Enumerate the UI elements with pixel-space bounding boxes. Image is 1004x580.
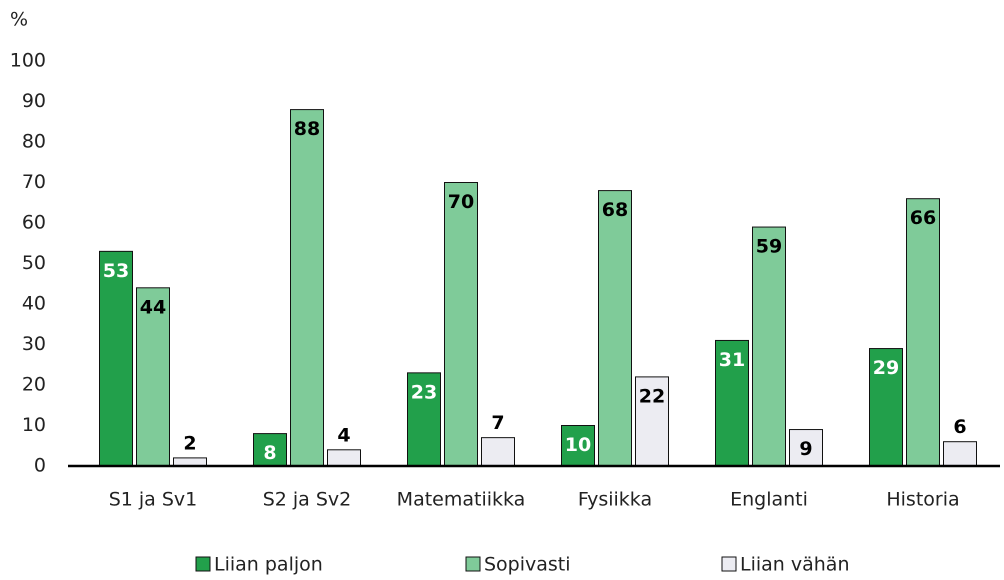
bar — [327, 449, 361, 467]
y-tick-label: 100 — [10, 50, 46, 72]
x-tick-label: Matematiikka — [397, 489, 526, 511]
bar — [290, 109, 324, 467]
y-tick-label: 10 — [22, 414, 46, 436]
value-label: 59 — [756, 236, 782, 258]
legend-swatch — [721, 556, 737, 572]
value-label: 70 — [448, 191, 474, 213]
value-label: 29 — [873, 357, 899, 379]
x-tick-label: Historia — [886, 489, 959, 511]
legend-label: Liian paljon — [214, 554, 323, 576]
bar — [136, 287, 170, 467]
value-label: 7 — [491, 412, 504, 434]
value-label: 68 — [602, 199, 628, 221]
bar — [481, 437, 515, 467]
legend-swatch — [465, 556, 481, 572]
bar — [444, 182, 478, 467]
x-tick-label: Fysiikka — [578, 489, 652, 511]
y-tick-label: 30 — [22, 333, 46, 355]
bar — [635, 376, 669, 467]
bar — [752, 226, 786, 467]
y-tick-label: 50 — [22, 252, 46, 274]
value-label: 66 — [910, 207, 936, 229]
legend-label: Liian vähän — [740, 554, 849, 576]
y-tick-label: 40 — [22, 293, 46, 315]
value-label: 2 — [183, 432, 196, 454]
y-unit: % — [10, 9, 28, 31]
x-tick-label: Englanti — [730, 489, 808, 511]
legend-label: Sopivasti — [484, 554, 571, 576]
x-tick-label: S2 ja Sv2 — [263, 489, 352, 511]
value-label: 22 — [639, 385, 665, 407]
value-label: 31 — [719, 349, 745, 371]
value-label: 23 — [411, 381, 437, 403]
value-label: 6 — [953, 416, 966, 438]
bar — [407, 372, 441, 467]
y-tick-label: 0 — [34, 455, 46, 477]
value-label: 53 — [103, 260, 129, 282]
bar — [869, 348, 903, 467]
y-tick-label: 60 — [22, 212, 46, 234]
value-label: 44 — [140, 296, 166, 318]
value-label: 10 — [565, 434, 591, 456]
bar — [789, 429, 823, 467]
value-label: 9 — [799, 438, 812, 460]
bar — [715, 339, 749, 467]
y-tick-label: 20 — [22, 374, 46, 396]
bar — [906, 198, 940, 467]
y-tick-label: 80 — [22, 131, 46, 153]
value-label: 8 — [263, 442, 276, 464]
value-label: 88 — [294, 118, 320, 140]
legend-swatch — [195, 556, 211, 572]
y-tick-label: 90 — [22, 90, 46, 112]
bar — [598, 190, 632, 467]
x-tick-label: S1 ja Sv1 — [109, 489, 198, 511]
bar — [561, 425, 595, 467]
y-tick-label: 70 — [22, 171, 46, 193]
bar — [943, 441, 977, 467]
value-label: 4 — [337, 424, 350, 446]
bar — [99, 250, 133, 467]
